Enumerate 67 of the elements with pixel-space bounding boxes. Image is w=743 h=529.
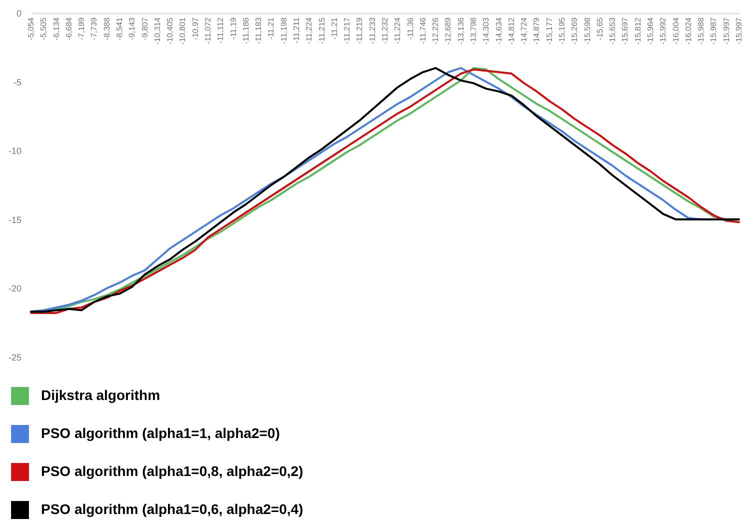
legend-label: PSO algorithm (alpha1=1, alpha2=0) [41,425,280,441]
x-tick-label: -14,634 [494,16,504,45]
x-tick-label: -11,183 [254,16,264,44]
x-tick-label: -14,724 [520,16,529,45]
x-tick-label: -11,219 [355,16,364,44]
x-tick-label: -15,997 [722,16,731,45]
x-tick-label: -11,211 [292,16,301,44]
x-tick-label: -8,388 [102,16,112,40]
x-tick-label: -14,879 [532,16,542,45]
x-tick-label: -11,232 [380,16,390,44]
x-tick-label: -11,198 [279,16,288,44]
x-tick-label: -5,054 [26,16,36,40]
legend-label: Dijkstra algorithm [41,387,160,403]
x-tick-label: -11,215 [317,16,326,44]
y-tick-label: 0 [16,8,22,18]
x-tick-label: -16,024 [684,16,693,45]
x-tick-label: -11,19 [228,16,238,40]
y-tick-label: -5 [13,77,22,88]
x-tick-label: -15,598 [582,16,592,45]
x-tick-label: -9,143 [128,16,137,40]
x-tick-label: -15,195 [558,16,566,45]
x-tick-label: -15,997 [734,16,743,45]
x-tick-label: -15,964 [646,16,655,45]
x-tick-label: -11,112 [216,16,226,44]
y-tick-label: -15 [8,214,22,225]
x-tick-label: -11,36 [406,16,415,40]
y-tick-label: -10 [8,146,22,156]
x-tick-label: -15,812 [633,16,642,45]
x-tick-label: -15,987 [709,16,718,45]
x-tick-label: -15,992 [658,16,668,45]
x-tick-label: -15,177 [544,16,554,45]
x-tick-label: -11,072 [204,16,212,44]
legend-label: PSO algorithm (alpha1=0,8, alpha2=0,2) [41,463,304,479]
x-tick-label: -15,697 [620,16,630,45]
x-tick-label: -14,812 [506,16,516,45]
x-tick-label: -14,303 [482,16,491,45]
x-tick-label: -10,97 [190,16,200,40]
x-tick-label: -10,314 [152,16,162,45]
x-tick-label: -13,136 [456,16,466,45]
x-tick-label: -11,224 [304,16,314,44]
x-tick-label: -11,217 [342,16,352,44]
x-tick-label: -15,653 [608,16,618,45]
x-tick-label: -10,801 [178,16,188,45]
x-tick-label: -11,186 [241,16,250,44]
x-tick-label: -11,224 [393,16,402,44]
y-tick-label: -20 [8,284,22,294]
x-tick-label: -6,134 [52,16,61,40]
x-tick-label: -16,004 [671,16,680,45]
x-tick-label: -15,269 [570,16,580,45]
x-tick-label: -12,226 [431,16,440,45]
x-tick-label: -15,988 [696,16,706,45]
y-tick-label: -25 [8,352,22,362]
x-tick-label: -11,746 [418,16,428,44]
legend-label: PSO algorithm (alpha1=0,6, alpha2=0,4) [41,501,304,517]
x-tick-label: -12,689 [444,16,453,45]
x-tick-label: -9,807 [140,16,150,40]
x-tick-label: -11,21 [266,16,276,40]
x-tick-label: -7,199 [77,16,86,40]
x-tick-label: -6,684 [64,16,74,40]
x-tick-label: -7,739 [90,16,99,40]
x-tick-label: -15,65 [595,16,604,40]
x-tick-label: -10,405 [166,16,175,45]
x-tick-label: -11,233 [368,16,377,44]
x-tick-label: -5,505 [39,16,48,40]
x-tick-label: -11,21 [330,16,339,40]
x-tick-label: -13,798 [469,16,478,45]
x-tick-label: -8,541 [115,16,124,40]
